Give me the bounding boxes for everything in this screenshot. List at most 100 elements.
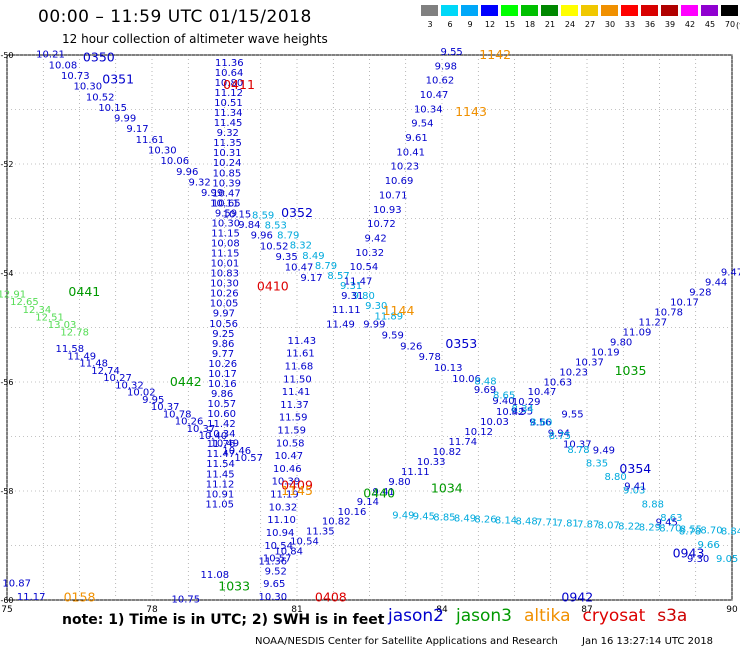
colorbar-level-label: 6 bbox=[447, 20, 453, 29]
wave-height-point: 9.30 bbox=[365, 301, 387, 312]
wave-height-point: 9.32 bbox=[189, 177, 211, 188]
pass-time-label: 0409 bbox=[281, 478, 313, 493]
wave-height-point: 10.17 bbox=[670, 298, 699, 309]
colorbar-level-label: 42 bbox=[684, 20, 696, 29]
wave-height-point: 10.52 bbox=[86, 92, 115, 103]
wave-height-point: 10.51 bbox=[214, 98, 243, 109]
wave-height-point: 10.47 bbox=[274, 451, 303, 462]
wave-height-point: 8.78 bbox=[567, 445, 589, 456]
chart-subtitle: 12 hour collection of altimeter wave hei… bbox=[62, 32, 328, 46]
pass-time-label: 0943 bbox=[673, 546, 705, 561]
y-tick-label: -50 bbox=[0, 51, 13, 60]
colorbar-swatch bbox=[480, 4, 499, 17]
colorbar-cell: 33 bbox=[620, 4, 640, 29]
wave-height-point: 10.33 bbox=[417, 457, 446, 468]
pass-time-label: 1033 bbox=[218, 578, 250, 593]
wave-height-point: 10.42 bbox=[496, 407, 525, 418]
colorbar-cell: 70 bbox=[720, 4, 740, 29]
wave-height-point: 9.80 bbox=[353, 291, 375, 302]
wave-height-point: 8.88 bbox=[642, 499, 664, 510]
wave-height-point: 10.32 bbox=[269, 502, 298, 513]
wave-height-point: 10.94 bbox=[266, 528, 295, 539]
wave-height-point: 11.35 bbox=[306, 527, 335, 538]
wave-height-point: 10.29 bbox=[512, 397, 541, 408]
wave-height-point: 10.37 bbox=[575, 357, 604, 368]
wave-height-point: 7.81 bbox=[557, 518, 579, 529]
wave-height-point: 10.72 bbox=[367, 219, 396, 230]
wave-height-point: 8.26 bbox=[474, 514, 496, 525]
x-tick-label: 75 bbox=[1, 605, 12, 615]
wave-height-point: 9.05 bbox=[716, 554, 738, 565]
wave-height-point: 12.91 bbox=[0, 290, 26, 301]
wave-height-point: 10.06 bbox=[160, 156, 189, 167]
wave-height-point: 9.95 bbox=[142, 395, 164, 406]
wave-height-point: 10.60 bbox=[207, 409, 236, 420]
wave-height-point: 11.15 bbox=[211, 249, 240, 260]
wave-height-point: 9.77 bbox=[212, 349, 234, 360]
wave-height-point: 11.61 bbox=[286, 349, 315, 360]
wave-height-point: 10.54 bbox=[350, 262, 379, 273]
wave-height-point: 10.87 bbox=[2, 578, 31, 589]
colorbar-cell: 30 bbox=[600, 4, 620, 29]
wave-height-point: 9.03 bbox=[623, 486, 645, 497]
wave-height-point: 11.68 bbox=[285, 361, 314, 372]
wave-height-point: 9.49 bbox=[593, 446, 615, 457]
wave-height-point: 9.61 bbox=[405, 133, 427, 144]
colorbar-level-label: 33 bbox=[624, 20, 636, 29]
pass-time-label: 1034 bbox=[431, 480, 463, 495]
colorbar-level-label: 18 bbox=[524, 20, 536, 29]
wave-height-point: 9.55 bbox=[561, 409, 583, 420]
colorbar-level-label: 12 bbox=[484, 20, 496, 29]
wave-height-point: 9.98 bbox=[435, 61, 457, 72]
x-tick-label: 84 bbox=[436, 605, 448, 615]
wave-height-point: 8.79 bbox=[277, 231, 299, 242]
colorbar-swatch bbox=[580, 4, 599, 17]
wave-height-point: 11.41 bbox=[282, 387, 311, 398]
wave-height-point: 9.59 bbox=[215, 208, 237, 219]
wave-height-point: 10.39 bbox=[212, 178, 241, 189]
wave-height-point: 11.34 bbox=[214, 108, 243, 119]
wave-height-point: 10.08 bbox=[211, 238, 240, 249]
wave-height-point: 10.37 bbox=[151, 402, 180, 413]
wave-height-point: 10.26 bbox=[208, 359, 237, 370]
wave-height-point: 11.50 bbox=[283, 374, 312, 385]
wave-height-point: 10.26 bbox=[175, 417, 204, 428]
wave-height-point: 11.49 bbox=[326, 320, 355, 331]
wave-height-point: 8.14 bbox=[495, 515, 517, 526]
wave-height-point: 9.80 bbox=[388, 477, 410, 488]
wave-height-point: 9.35 bbox=[276, 252, 298, 263]
x-tick-label: 87 bbox=[581, 605, 592, 615]
wave-height-point: 8.55 bbox=[680, 525, 702, 536]
pass-time-label: 0942 bbox=[561, 589, 593, 604]
pass-time-label: 0350 bbox=[83, 50, 115, 65]
pass-time-label: 1035 bbox=[615, 363, 647, 378]
wave-height-point: 11.58 bbox=[56, 344, 85, 355]
timestamp-text: Jan 16 13:27:14 UTC 2018 bbox=[582, 636, 714, 647]
wave-height-point: 11.35 bbox=[213, 138, 242, 149]
wave-height-point: 8.22 bbox=[618, 521, 640, 532]
colorbar-swatch bbox=[500, 4, 519, 17]
wave-height-point: 9.30 bbox=[687, 554, 709, 565]
wave-height-point: 11.36 bbox=[259, 557, 288, 568]
wave-height-point: 9.65 bbox=[263, 579, 285, 590]
wave-height-point: 11.08 bbox=[201, 570, 230, 581]
wave-height-point: 9.86 bbox=[211, 389, 233, 400]
wave-height-point: 10.32 bbox=[355, 248, 384, 259]
wave-height-point: 10.30 bbox=[73, 82, 102, 93]
wave-height-point: 8.48 bbox=[474, 377, 496, 388]
pass-time-label: 1145 bbox=[281, 483, 313, 498]
wave-height-point: 8.49 bbox=[454, 513, 476, 524]
wave-height-point: 9.45 bbox=[656, 518, 678, 529]
wave-height-point: 11.48 bbox=[79, 359, 108, 370]
colorbar-unit: (ft) bbox=[736, 21, 740, 30]
y-tick-label: -60 bbox=[0, 596, 13, 605]
wave-height-point: 9.14 bbox=[357, 497, 379, 508]
wave-height-point: 9.54 bbox=[411, 119, 433, 130]
wave-height-point: 10.85 bbox=[213, 168, 242, 179]
wave-height-point: 9.56 bbox=[529, 418, 551, 429]
wave-height-point: 9.49 bbox=[392, 510, 414, 521]
wave-height-point: 10.05 bbox=[210, 299, 239, 310]
wave-height-point: 10.46 bbox=[273, 464, 302, 475]
wave-height-point: 8.35 bbox=[586, 458, 608, 469]
wave-height-point: 10.13 bbox=[434, 363, 463, 374]
